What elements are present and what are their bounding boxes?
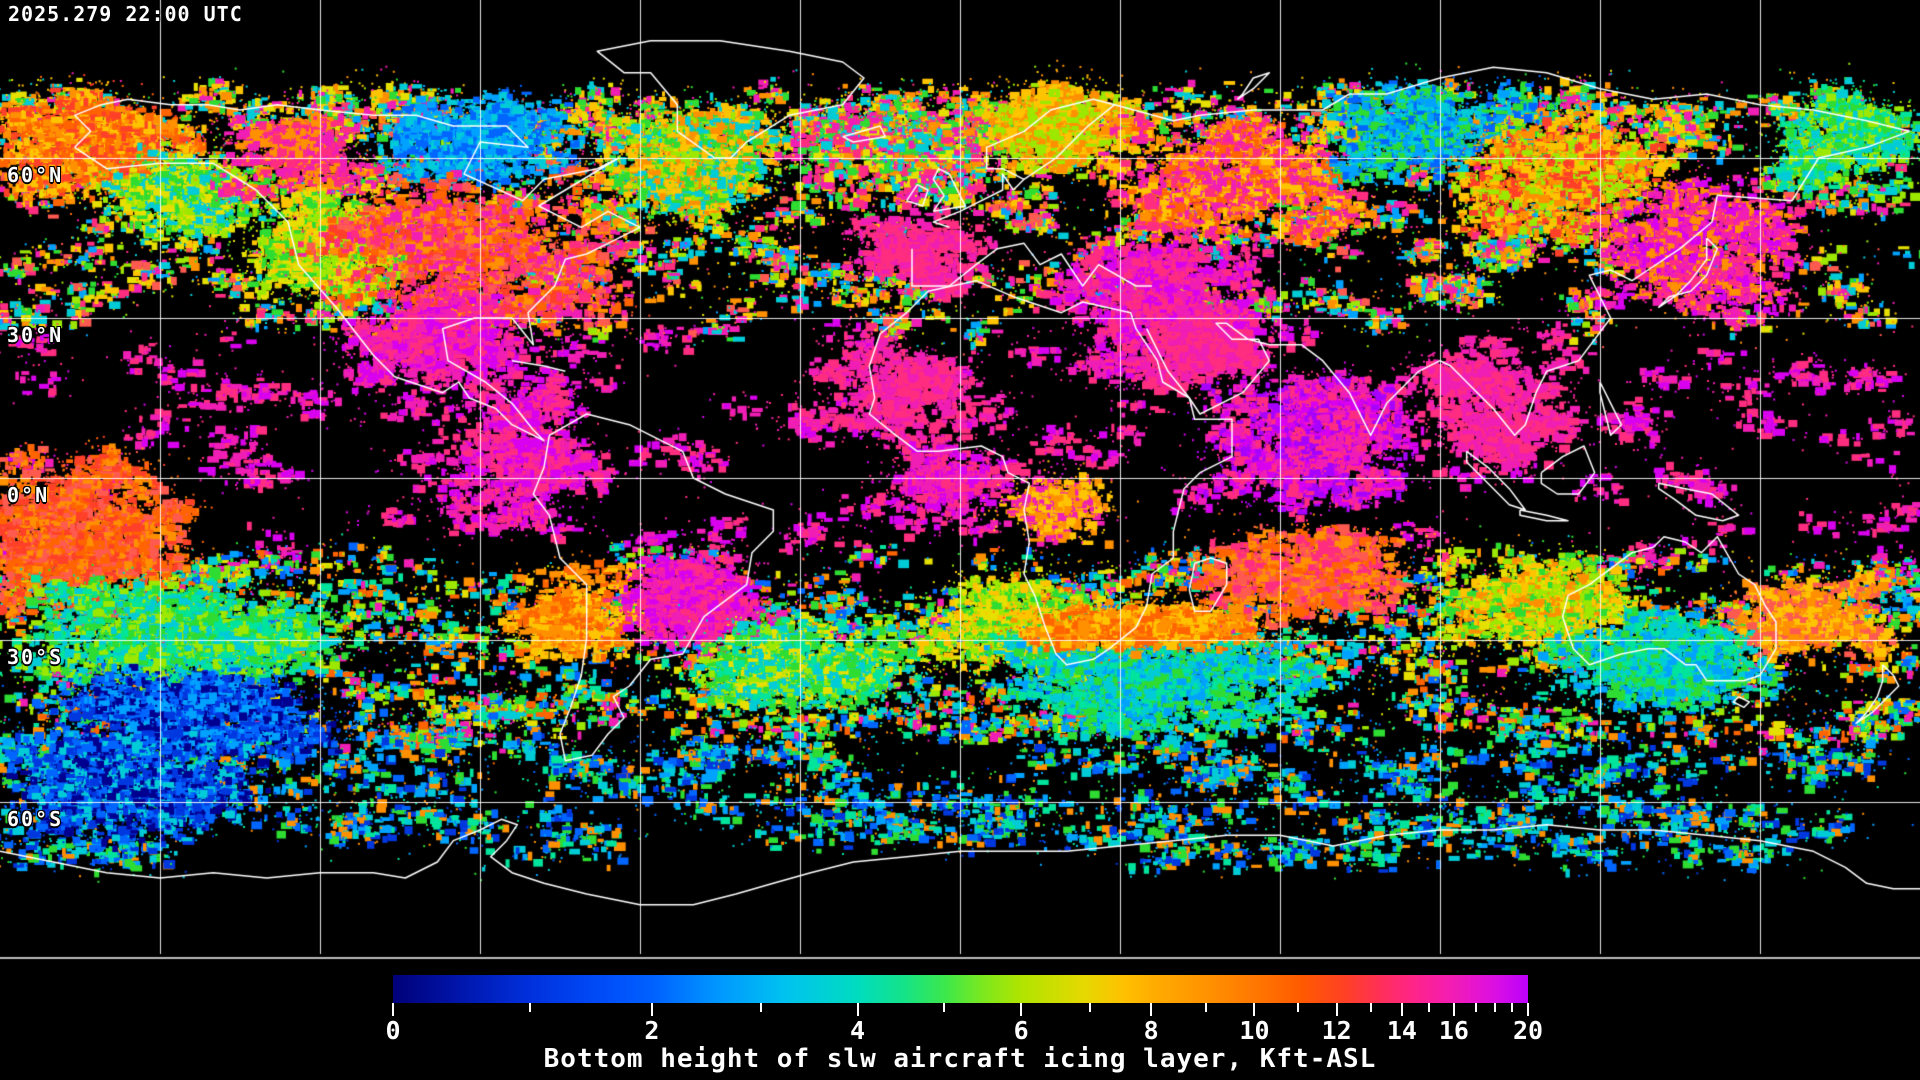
colorbar-tick [1494, 1003, 1497, 1012]
colorbar-tick [1150, 1003, 1153, 1016]
colorbar-tick [1474, 1003, 1477, 1012]
colorbar-tick-label: 12 [1321, 1016, 1352, 1045]
colorbar-tick-label: 0 [385, 1016, 401, 1045]
colorbar-tick-label: 20 [1512, 1016, 1544, 1045]
colorbar-tick [759, 1003, 762, 1012]
colorbar-tick [856, 1003, 859, 1016]
colorbar-tick [1370, 1003, 1373, 1012]
lat-label: 0°N [7, 483, 50, 507]
timestamp-label: 2025.279 22:00 UTC [8, 2, 243, 26]
colorbar-tick [1335, 1003, 1338, 1016]
colorbar-tick [1204, 1003, 1207, 1012]
colorbar-tick [943, 1003, 946, 1012]
colorbar-tick [1527, 1003, 1529, 1016]
colorbar-tick [1511, 1003, 1514, 1012]
colorbar-tick-label: 2 [644, 1016, 660, 1045]
colorbar-tick [1088, 1003, 1091, 1012]
colorbar-caption: Bottom height of slw aircraft icing laye… [543, 1044, 1377, 1074]
colorbar-tick [650, 1003, 653, 1016]
colorbar-tick-label: 8 [1143, 1016, 1159, 1045]
colorbar-tick [392, 1003, 394, 1016]
colorbar-tick [1428, 1003, 1431, 1012]
colorbar-tick-label: 4 [850, 1016, 866, 1045]
lat-label: 60°N [7, 163, 64, 187]
colorbar-tick-label: 14 [1386, 1016, 1417, 1045]
lat-label: 30°N [7, 323, 64, 347]
colorbar-tick [1020, 1003, 1023, 1016]
colorbar-gradient [393, 975, 1528, 1003]
colorbar-tick-label: 10 [1239, 1016, 1270, 1045]
colorbar-tick [1400, 1003, 1403, 1016]
lat-label: 60°S [7, 807, 64, 831]
colorbar-tick [528, 1003, 531, 1012]
colorbar-tick [1452, 1003, 1455, 1016]
colorbar-tick [1253, 1003, 1256, 1016]
lat-label: 30°S [7, 645, 64, 669]
colorbar-tick-label: 16 [1438, 1016, 1469, 1045]
colorbar-tick-label: 6 [1013, 1016, 1029, 1045]
colorbar [392, 975, 1529, 1016]
colorbar-tick [1296, 1003, 1299, 1012]
